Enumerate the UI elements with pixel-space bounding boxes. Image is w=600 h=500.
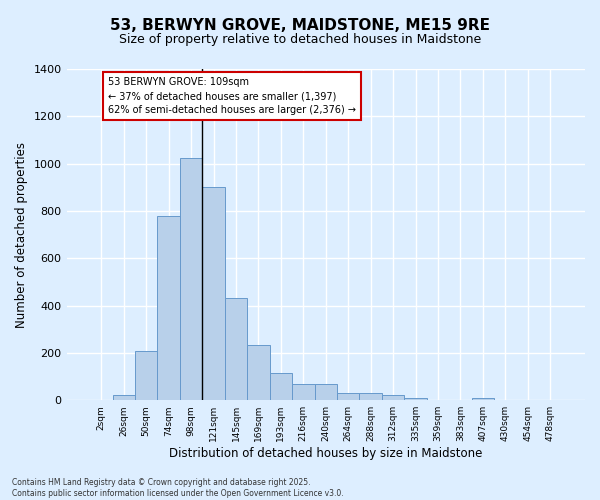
Bar [247,344,269,400]
Bar [157,216,180,400]
Bar [382,395,404,400]
Bar [472,398,494,400]
Text: 53 BERWYN GROVE: 109sqm
← 37% of detached houses are smaller (1,397)
62% of semi: 53 BERWYN GROVE: 109sqm ← 37% of detache… [108,78,356,116]
Text: Size of property relative to detached houses in Maidstone: Size of property relative to detached ho… [119,32,481,46]
Bar [180,158,202,400]
Bar [292,384,314,400]
Bar [269,373,292,400]
X-axis label: Distribution of detached houses by size in Maidstone: Distribution of detached houses by size … [169,447,482,460]
Bar [337,393,359,400]
Y-axis label: Number of detached properties: Number of detached properties [15,142,28,328]
Bar [113,395,135,400]
Bar [404,398,427,400]
Bar [135,350,157,400]
Bar [314,384,337,400]
Bar [202,188,225,400]
Text: 53, BERWYN GROVE, MAIDSTONE, ME15 9RE: 53, BERWYN GROVE, MAIDSTONE, ME15 9RE [110,18,490,32]
Text: Contains HM Land Registry data © Crown copyright and database right 2025.
Contai: Contains HM Land Registry data © Crown c… [12,478,344,498]
Bar [225,298,247,400]
Bar [359,393,382,400]
